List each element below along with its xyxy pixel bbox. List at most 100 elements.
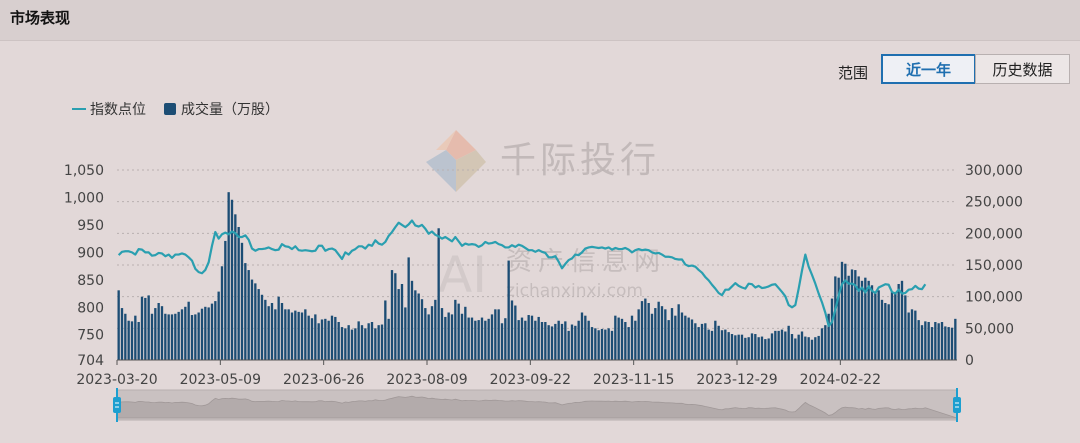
- volume-bar[interactable]: [850, 269, 854, 360]
- volume-bar[interactable]: [720, 330, 724, 360]
- volume-bar[interactable]: [180, 309, 184, 360]
- volume-bar[interactable]: [610, 330, 614, 360]
- volume-bar[interactable]: [424, 308, 427, 360]
- volume-bar[interactable]: [184, 306, 187, 360]
- volume-bar[interactable]: [240, 242, 244, 360]
- volume-bar[interactable]: [730, 334, 734, 360]
- volume-bar[interactable]: [564, 321, 567, 360]
- volume-bar[interactable]: [690, 319, 694, 360]
- volume-bar[interactable]: [120, 308, 124, 360]
- volume-bar[interactable]: [844, 263, 847, 360]
- volume-bar[interactable]: [710, 330, 714, 360]
- volume-bar[interactable]: [470, 317, 474, 360]
- volume-bar[interactable]: [534, 320, 537, 360]
- volume-bar[interactable]: [814, 337, 817, 360]
- volume-bar[interactable]: [950, 327, 954, 360]
- volume-bar[interactable]: [264, 299, 267, 360]
- volume-bar[interactable]: [290, 312, 294, 361]
- volume-bar[interactable]: [497, 309, 500, 360]
- volume-bar[interactable]: [277, 296, 280, 360]
- volume-bar[interactable]: [604, 329, 607, 360]
- volume-bar[interactable]: [430, 306, 434, 360]
- volume-bar[interactable]: [794, 338, 797, 360]
- volume-bar[interactable]: [437, 228, 440, 360]
- volume-bar[interactable]: [587, 320, 590, 360]
- volume-bar[interactable]: [460, 313, 464, 360]
- volume-bar[interactable]: [827, 313, 830, 360]
- volume-bar[interactable]: [274, 309, 277, 360]
- volume-bar[interactable]: [447, 312, 450, 361]
- volume-bar[interactable]: [644, 298, 647, 360]
- volume-bar[interactable]: [480, 317, 484, 360]
- volume-bar[interactable]: [237, 227, 240, 360]
- volume-bar[interactable]: [947, 327, 950, 360]
- volume-bar[interactable]: [877, 290, 880, 360]
- volume-bar[interactable]: [454, 299, 457, 360]
- volume-bar[interactable]: [397, 289, 400, 360]
- volume-bar[interactable]: [740, 334, 744, 360]
- volume-bar[interactable]: [864, 277, 867, 360]
- volume-bar[interactable]: [317, 323, 320, 360]
- volume-bar[interactable]: [770, 333, 774, 360]
- volume-bar[interactable]: [394, 273, 397, 360]
- volume-bar[interactable]: [217, 291, 220, 360]
- volume-bar[interactable]: [897, 284, 900, 360]
- volume-bar[interactable]: [607, 328, 610, 360]
- volume-bar[interactable]: [194, 314, 197, 360]
- volume-bar[interactable]: [654, 308, 657, 360]
- volume-bar[interactable]: [464, 306, 467, 360]
- volume-bar[interactable]: [597, 330, 600, 360]
- volume-bar[interactable]: [494, 309, 497, 360]
- volume-bar[interactable]: [697, 327, 700, 360]
- volume-bar[interactable]: [647, 303, 650, 360]
- volume-bar[interactable]: [310, 318, 314, 360]
- volume-bar[interactable]: [584, 315, 587, 360]
- volume-bar[interactable]: [870, 285, 874, 360]
- volume-bar[interactable]: [920, 325, 924, 360]
- volume-bar[interactable]: [554, 323, 557, 360]
- volume-bar[interactable]: [687, 317, 690, 360]
- volume-bar[interactable]: [324, 318, 327, 360]
- volume-bar[interactable]: [474, 320, 477, 360]
- volume-bar[interactable]: [374, 328, 377, 360]
- volume-bar[interactable]: [940, 322, 944, 360]
- volume-bar[interactable]: [330, 315, 334, 360]
- volume-bar[interactable]: [420, 299, 424, 360]
- volume-bar[interactable]: [467, 317, 470, 360]
- volume-bar[interactable]: [637, 309, 640, 360]
- volume-bar[interactable]: [187, 301, 190, 360]
- volume-bar[interactable]: [477, 320, 480, 360]
- volume-bar[interactable]: [924, 321, 927, 360]
- volume-bar[interactable]: [667, 320, 670, 360]
- volume-bar[interactable]: [537, 316, 540, 360]
- volume-bar[interactable]: [487, 318, 490, 360]
- volume-bar[interactable]: [887, 304, 890, 360]
- volume-bar[interactable]: [357, 321, 360, 360]
- volume-bar[interactable]: [664, 309, 667, 360]
- volume-bar[interactable]: [627, 327, 630, 360]
- volume-bar[interactable]: [227, 192, 230, 360]
- volume-bar[interactable]: [614, 315, 617, 360]
- volume-bar[interactable]: [547, 325, 550, 360]
- legend-label-volume[interactable]: 成交量（万股）: [181, 101, 279, 118]
- volume-bar[interactable]: [677, 304, 680, 360]
- range-slider[interactable]: [113, 388, 961, 422]
- volume-bar[interactable]: [764, 339, 767, 360]
- volume-bar[interactable]: [807, 337, 810, 360]
- volume-bar[interactable]: [200, 308, 204, 360]
- volume-bar[interactable]: [784, 331, 787, 361]
- volume-bar[interactable]: [830, 298, 834, 360]
- volume-bar[interactable]: [594, 328, 597, 360]
- volume-bar[interactable]: [234, 214, 237, 360]
- volume-bar[interactable]: [304, 309, 307, 360]
- volume-bar[interactable]: [284, 309, 287, 360]
- volume-bar[interactable]: [517, 320, 520, 360]
- volume-bar[interactable]: [724, 329, 727, 360]
- volume-bar[interactable]: [147, 295, 150, 360]
- volume-bar[interactable]: [810, 339, 814, 360]
- volume-bar[interactable]: [550, 326, 554, 360]
- volume-bar[interactable]: [150, 313, 154, 360]
- volume-bar[interactable]: [390, 270, 394, 360]
- volume-bar[interactable]: [634, 320, 637, 360]
- volume-bar[interactable]: [307, 315, 310, 360]
